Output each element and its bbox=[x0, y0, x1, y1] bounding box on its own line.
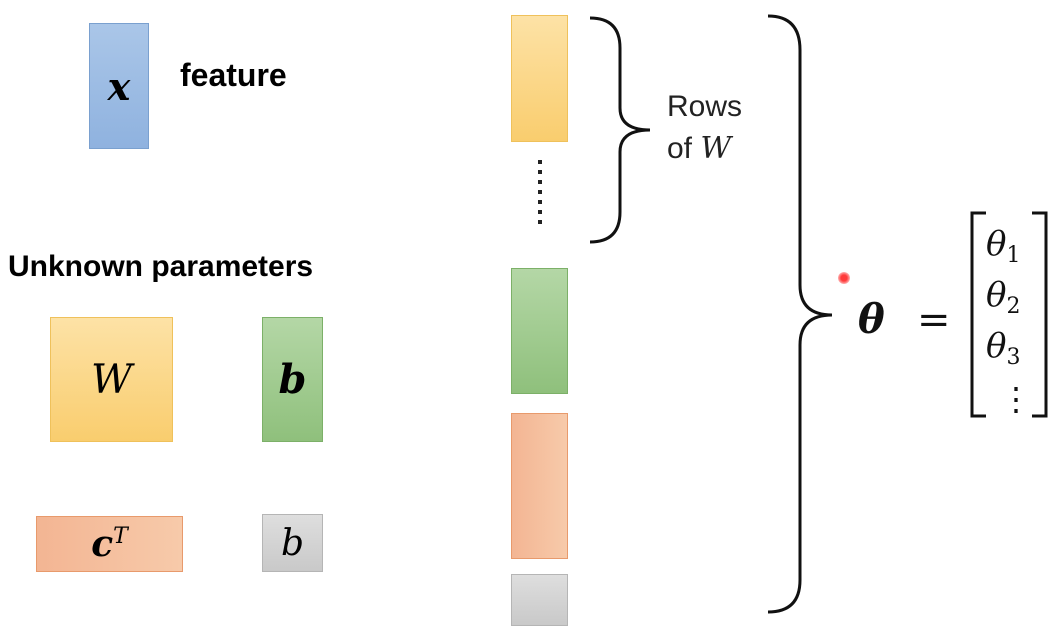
b-scalar-symbol: b bbox=[280, 522, 305, 564]
c-transpose-symbol: cT bbox=[91, 523, 128, 565]
b-vector-symbol: b bbox=[278, 356, 307, 403]
feature-label: feature bbox=[180, 57, 287, 93]
laser-pointer-dot bbox=[838, 272, 850, 284]
c-transpose-box: cT bbox=[36, 516, 183, 572]
vertical-dots bbox=[538, 160, 542, 224]
x-symbol: x bbox=[107, 63, 131, 109]
rows-brace bbox=[589, 16, 651, 244]
weight-matrix-box: W bbox=[50, 317, 173, 442]
stack-c-transpose-block bbox=[511, 413, 568, 559]
matrix-entry-theta2: θ2 bbox=[986, 275, 1020, 319]
equals-sign: = bbox=[917, 297, 951, 343]
theta-symbol: θ bbox=[858, 296, 885, 343]
matrix-vertical-ellipsis: ⋮ bbox=[1000, 380, 1032, 418]
stack-W-row-block bbox=[511, 15, 568, 142]
rows-of-W-label: Rows of W bbox=[667, 90, 743, 166]
stack-b-scalar-block bbox=[511, 574, 568, 626]
bias-scalar-box: b bbox=[262, 514, 323, 572]
W-symbol: W bbox=[90, 356, 133, 403]
unknown-parameters-heading: Unknown parameters bbox=[8, 250, 314, 283]
matrix-right-bracket bbox=[1032, 211, 1048, 418]
matrix-left-bracket bbox=[970, 211, 986, 418]
stack-b-vector-block bbox=[511, 268, 568, 394]
matrix-entry-theta1: θ1 bbox=[986, 224, 1020, 268]
matrix-entry-theta3: θ3 bbox=[986, 326, 1020, 370]
bias-vector-box: b bbox=[262, 317, 323, 442]
feature-vector-box: x bbox=[89, 23, 149, 149]
theta-brace bbox=[767, 14, 833, 614]
